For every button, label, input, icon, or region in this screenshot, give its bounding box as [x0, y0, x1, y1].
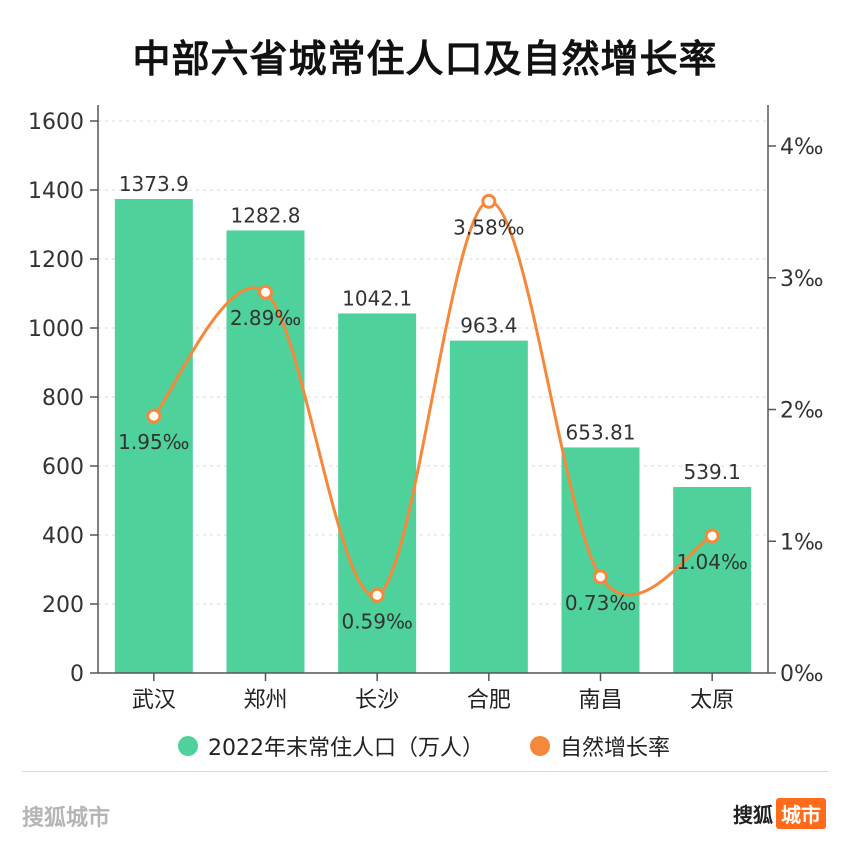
- growth-rate-point: [146, 408, 162, 424]
- legend-dot-growth-rate: [530, 736, 550, 756]
- legend-dot-population: [178, 736, 198, 756]
- footer-logo: 搜狐 城市: [733, 798, 826, 829]
- growth-rate-label: 3.58‰: [453, 215, 524, 239]
- x-tick-label: 合肥: [467, 688, 511, 713]
- y-left-tick-label: 0: [70, 662, 84, 687]
- x-tick-label: 太原: [690, 688, 734, 713]
- bar-value-label: 1042.1: [342, 286, 412, 310]
- y-left-tick-label: 1400: [28, 179, 84, 204]
- x-tick-label: 南昌: [578, 688, 622, 713]
- bar-长沙: [338, 313, 417, 673]
- bar-value-label: 1373.9: [119, 172, 189, 196]
- x-tick-label: 武汉: [132, 688, 176, 713]
- growth-rate-label: 2.89‰: [230, 306, 301, 330]
- y-left-tick-label: 600: [42, 455, 84, 480]
- growth-rate-point: [704, 528, 720, 544]
- legend-label-growth-rate: 自然增长率: [560, 736, 671, 761]
- growth-rate-label: 1.95‰: [118, 430, 189, 454]
- y-left-tick-label: 1000: [28, 317, 84, 342]
- legend-item-population: 2022年末常住人口（万人）: [178, 730, 484, 762]
- logo-tag: 城市: [776, 798, 826, 829]
- bar-太原: [673, 487, 752, 673]
- growth-rate-point: [593, 569, 608, 585]
- bar-南昌: [561, 447, 640, 673]
- legend-label-population: 2022年末常住人口（万人）: [208, 736, 484, 761]
- bar-value-label: 1282.8: [231, 203, 301, 227]
- y-right-tick-label: 2‰: [780, 399, 824, 424]
- growth-rate-point: [258, 284, 273, 300]
- bar-武汉: [114, 199, 193, 673]
- bar-value-label: 539.1: [684, 460, 741, 484]
- chart-area: 0 200 400 600 800 1000 1200 1400 1600 0‰ 1‰ 2‰ 3‰ 4‰ 1…: [28, 105, 824, 713]
- footer-source: 搜狐城市: [22, 806, 111, 831]
- y-right-tick-label: 0‰: [780, 662, 824, 687]
- y-left-tick-label: 1200: [28, 248, 84, 273]
- y-right-tick-label: 4‰: [780, 135, 824, 160]
- legend-item-growth-rate: 自然增长率: [530, 730, 670, 762]
- bar-value-label: 963.4: [460, 314, 517, 338]
- growth-rate-label: 1.04‰: [676, 550, 747, 574]
- y-left-tick-label: 400: [42, 524, 84, 549]
- y-right-tick-label: 3‰: [780, 267, 824, 292]
- growth-rate-point: [369, 587, 385, 603]
- y-left-tick-label: 1600: [28, 110, 84, 135]
- legend: 2022年末常住人口（万人） 自然增长率: [0, 730, 850, 762]
- x-tick-label: 长沙: [355, 688, 399, 713]
- bar-value-label: 653.81: [566, 420, 636, 444]
- bar-合肥: [449, 340, 528, 673]
- growth-rate-label: 0.73‰: [565, 591, 636, 615]
- footer-divider: [22, 771, 828, 772]
- x-tick-label: 郑州: [243, 688, 287, 713]
- y-left-tick-label: 800: [42, 386, 84, 411]
- growth-rate-point: [481, 193, 497, 209]
- growth-rate-label: 0.59‰: [341, 609, 412, 633]
- y-right-tick-label: 1‰: [780, 530, 824, 555]
- logo-text: 搜狐: [733, 803, 773, 827]
- chart-title: 中部六省城常住人口及自然增长率: [132, 37, 718, 81]
- bar-郑州: [226, 230, 305, 673]
- y-left-tick-label: 200: [42, 593, 84, 618]
